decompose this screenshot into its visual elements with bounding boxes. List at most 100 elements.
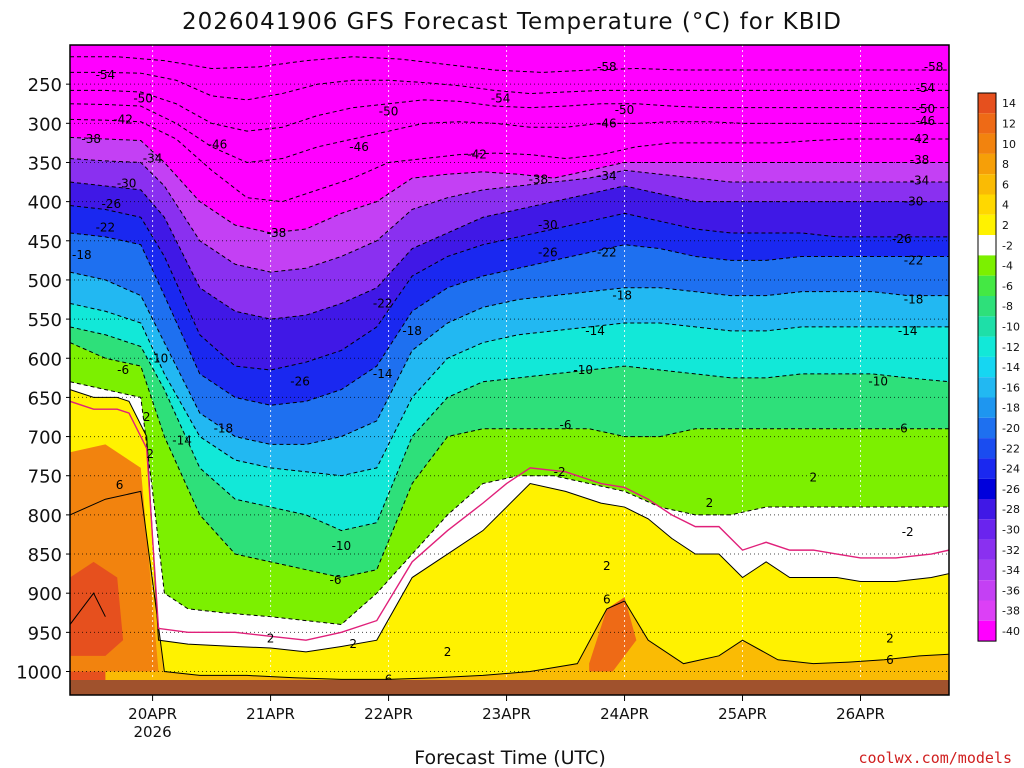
colorbar-swatch bbox=[978, 275, 996, 296]
contour-label: -22 bbox=[373, 296, 393, 310]
isotherm-m34 bbox=[70, 158, 949, 273]
contour-label: -30 bbox=[117, 177, 137, 191]
colorbar-label: -30 bbox=[1002, 523, 1020, 536]
colorbar-label: -28 bbox=[1002, 503, 1020, 516]
contour-label: -38 bbox=[529, 173, 549, 187]
isotherm-m18 bbox=[70, 271, 949, 445]
colorbar-label: -6 bbox=[1002, 280, 1013, 293]
watermark: coolwx.com/models bbox=[858, 749, 1012, 767]
y-tick-label: 750 bbox=[28, 467, 62, 488]
contour-label: -2 bbox=[554, 465, 566, 479]
contour-label: -14 bbox=[585, 324, 605, 338]
y-tick-label: 1000 bbox=[16, 663, 62, 684]
colorbar-swatch bbox=[978, 235, 996, 256]
colorbar-swatch bbox=[978, 316, 996, 337]
x-axis-label: Forecast Time (UTC) bbox=[414, 747, 605, 768]
y-tick-label: 700 bbox=[28, 428, 62, 449]
contour-label: -58 bbox=[597, 60, 617, 74]
colorbar-swatch bbox=[978, 336, 996, 357]
colorbar-label: 2 bbox=[1002, 219, 1009, 232]
contour-label: 2 bbox=[349, 637, 357, 651]
contour-label: -46 bbox=[208, 137, 228, 151]
colorbar: 14 12 10 8 6 4 2 -2 -4 -6 -8 -10 -12 -14 -16 -18 -20 -22 -… bbox=[977, 92, 1020, 642]
colorbar-label: -18 bbox=[1002, 402, 1020, 415]
isotherm-m22 bbox=[70, 232, 949, 406]
contour-label: -38 bbox=[267, 226, 287, 240]
x-tick-label: 25APR bbox=[718, 705, 767, 723]
ground-strip bbox=[70, 680, 949, 695]
x-tick-label: 23APR bbox=[482, 705, 531, 723]
contour-label: -18 bbox=[402, 324, 422, 338]
contour-label: 6 bbox=[603, 592, 611, 606]
contour-label: -10 bbox=[332, 539, 352, 553]
colorbar-swatch bbox=[978, 499, 996, 520]
contour-label: -54 bbox=[916, 81, 936, 95]
contour-label: -14 bbox=[373, 367, 393, 381]
plot-frame bbox=[69, 44, 950, 696]
isotherm-14 bbox=[70, 592, 106, 625]
contour-label: 2 bbox=[603, 559, 611, 573]
colorbar-swatch bbox=[978, 356, 996, 378]
contour-label: -10 bbox=[573, 363, 593, 377]
y-tick-label: 350 bbox=[28, 153, 62, 174]
contour-label: -58 bbox=[924, 60, 944, 74]
contour-label: -22 bbox=[96, 220, 116, 234]
y-tick-label: 650 bbox=[28, 388, 62, 409]
colorbar-swatch bbox=[978, 539, 996, 560]
y-tick-label: 500 bbox=[28, 271, 62, 292]
contour-label: -30 bbox=[904, 195, 924, 209]
contour-label: -46 bbox=[597, 116, 617, 130]
colorbar-label: -38 bbox=[1002, 605, 1020, 618]
y-tick-label: 850 bbox=[28, 545, 62, 566]
colorbar-label: -24 bbox=[1002, 463, 1020, 476]
colorbar-swatch bbox=[978, 580, 996, 601]
contour-label: -42 bbox=[113, 112, 133, 126]
contour-labels: -58 -58-54-54-54-50-50 -50 -50-46 -46-46 -46-… bbox=[72, 60, 943, 686]
contour-label: -2 bbox=[902, 525, 914, 539]
colorbar-swatch bbox=[978, 153, 996, 175]
contour-label: -42 bbox=[467, 148, 487, 162]
colorbar-label: 6 bbox=[1002, 178, 1009, 191]
contour-label: -10 bbox=[149, 351, 169, 365]
y-tick-label: 950 bbox=[28, 623, 62, 644]
colorbar-swatch bbox=[978, 438, 996, 459]
colorbar-label: -22 bbox=[1002, 442, 1020, 455]
x-tick-label: 21APR bbox=[246, 705, 295, 723]
y-axis: 250 300 350 400 450 500 550 600 650 700 750 800 850 9… bbox=[16, 75, 70, 684]
colorbar-label: -36 bbox=[1002, 584, 1020, 597]
contour-label: -42 bbox=[910, 132, 930, 146]
colorbar-swatch bbox=[978, 458, 996, 479]
contour-label: -26 bbox=[290, 375, 310, 389]
isotherm-m26 bbox=[70, 205, 949, 371]
colorbar-label: -32 bbox=[1002, 544, 1020, 557]
contour-label: 6 bbox=[116, 478, 124, 492]
colorbar-label: -14 bbox=[1002, 361, 1020, 374]
contour-label: -18 bbox=[214, 422, 234, 436]
contour-label: -26 bbox=[892, 232, 912, 246]
contour-label: 2 bbox=[267, 632, 275, 646]
colorbar-swatch bbox=[978, 559, 996, 581]
colorbar-swatch bbox=[978, 620, 996, 642]
contour-label: -38 bbox=[81, 132, 101, 146]
contour-label: -6 bbox=[560, 418, 572, 432]
colorbar-swatch bbox=[978, 296, 996, 317]
x-tick-label: 22APR bbox=[364, 705, 413, 723]
colorbar-label: -34 bbox=[1002, 564, 1020, 577]
colorbar-label: 12 bbox=[1002, 117, 1016, 130]
fill-band-2 bbox=[70, 389, 949, 695]
contour-label: -6 bbox=[117, 363, 129, 377]
x-tick-sublabel: 2026 bbox=[133, 723, 171, 741]
contour-label: -34 bbox=[597, 169, 617, 183]
contour-label: -18 bbox=[612, 289, 632, 303]
colorbar-label: 8 bbox=[1002, 158, 1009, 171]
colorbar-swatch bbox=[978, 600, 996, 621]
contour-label: 2 bbox=[143, 410, 151, 424]
colorbar-swatch bbox=[978, 133, 996, 154]
isotherm-m42 bbox=[70, 118, 949, 203]
y-tick-label: 250 bbox=[28, 75, 62, 96]
warm-core-2 bbox=[70, 561, 124, 656]
colorbar-label: -4 bbox=[1002, 260, 1013, 273]
x-tick-label: 24APR bbox=[600, 705, 649, 723]
colorbar-frame bbox=[977, 92, 997, 642]
isotherm-2 bbox=[70, 389, 949, 653]
